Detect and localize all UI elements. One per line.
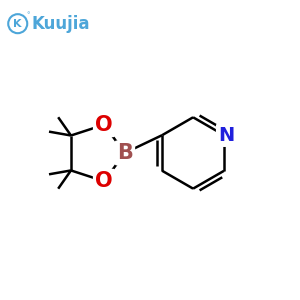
Text: Kuujia: Kuujia [32, 15, 90, 33]
Text: O: O [95, 115, 113, 135]
Text: N: N [218, 126, 235, 145]
Text: K: K [14, 19, 22, 29]
Text: O: O [95, 171, 113, 191]
Text: °: ° [26, 13, 30, 19]
Text: B: B [117, 143, 133, 163]
